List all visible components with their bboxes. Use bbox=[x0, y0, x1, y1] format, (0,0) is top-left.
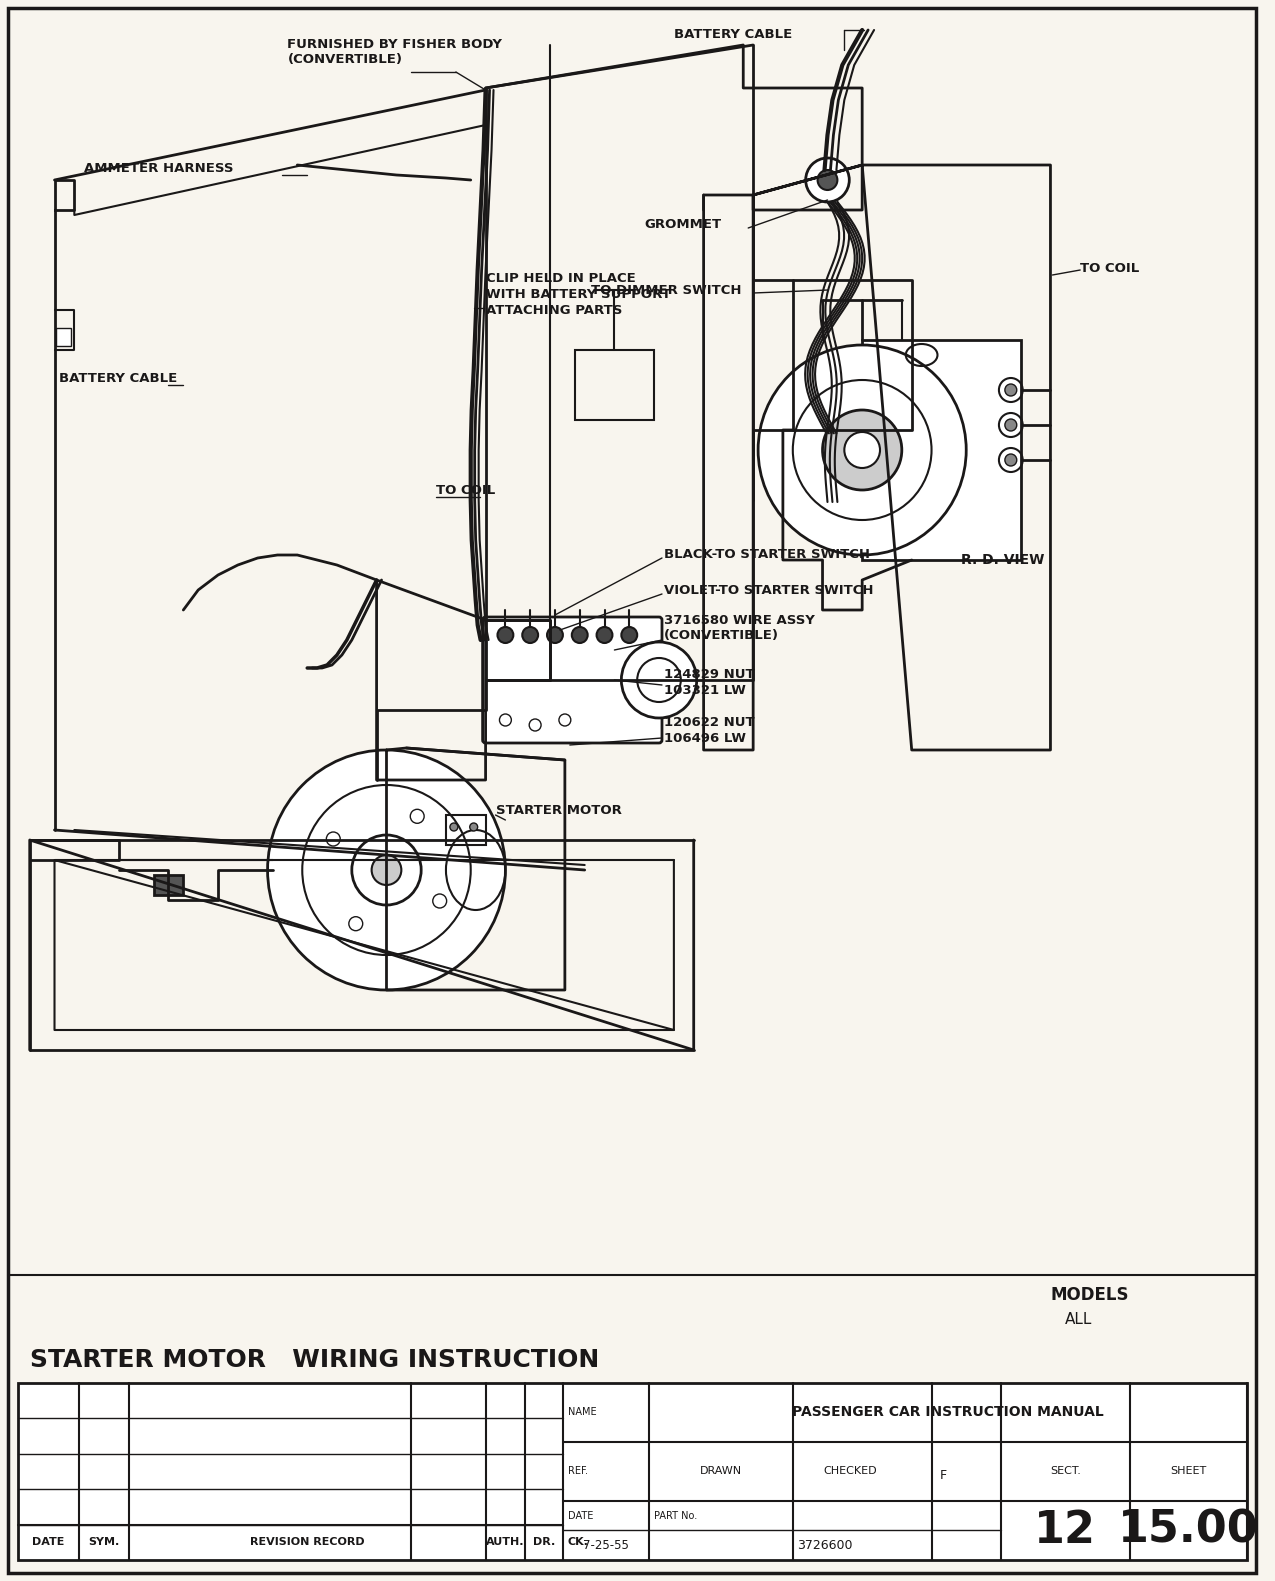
Bar bbox=[56, 327, 71, 346]
Circle shape bbox=[371, 855, 402, 885]
Text: PASSENGER CAR INSTRUCTION MANUAL: PASSENGER CAR INSTRUCTION MANUAL bbox=[792, 1406, 1104, 1420]
Text: SYM.: SYM. bbox=[88, 1537, 120, 1548]
Text: REVISION RECORD: REVISION RECORD bbox=[250, 1537, 365, 1548]
Bar bbox=[446, 814, 486, 844]
Text: DRAWN: DRAWN bbox=[700, 1467, 742, 1477]
Circle shape bbox=[806, 158, 849, 202]
Bar bbox=[153, 874, 184, 895]
Text: R. D. VIEW: R. D. VIEW bbox=[961, 553, 1044, 568]
Text: FURNISHED BY FISHER BODY
(CONVERTIBLE): FURNISHED BY FISHER BODY (CONVERTIBLE) bbox=[287, 38, 502, 66]
Circle shape bbox=[268, 749, 505, 990]
Text: MODELS: MODELS bbox=[1051, 1285, 1128, 1304]
Text: 120622 NUT
106496 LW: 120622 NUT 106496 LW bbox=[664, 716, 755, 745]
Circle shape bbox=[621, 642, 696, 718]
Circle shape bbox=[497, 628, 514, 643]
Text: CLIP HELD IN PLACE
WITH BATTERY SUPPORT
ATTACHING PARTS: CLIP HELD IN PLACE WITH BATTERY SUPPORT … bbox=[486, 272, 671, 318]
Text: NAME: NAME bbox=[567, 1407, 597, 1418]
Text: BATTERY CABLE: BATTERY CABLE bbox=[60, 372, 177, 384]
Text: TO COIL: TO COIL bbox=[1080, 261, 1140, 275]
Text: CHECKED: CHECKED bbox=[824, 1467, 877, 1477]
Text: STARTER MOTOR   WIRING INSTRUCTION: STARTER MOTOR WIRING INSTRUCTION bbox=[29, 1349, 599, 1372]
Circle shape bbox=[844, 432, 880, 468]
Text: TO COIL: TO COIL bbox=[436, 484, 495, 496]
Text: 3726600: 3726600 bbox=[797, 1538, 853, 1551]
Circle shape bbox=[759, 345, 966, 555]
Text: TO DIMMER SWITCH: TO DIMMER SWITCH bbox=[590, 283, 741, 297]
Circle shape bbox=[1005, 419, 1016, 432]
Circle shape bbox=[571, 628, 588, 643]
Text: BLACK-TO STARTER SWITCH: BLACK-TO STARTER SWITCH bbox=[664, 549, 870, 561]
Text: BATTERY CABLE: BATTERY CABLE bbox=[674, 28, 792, 41]
Circle shape bbox=[1005, 454, 1016, 466]
Text: 12: 12 bbox=[1034, 1508, 1096, 1553]
Text: F: F bbox=[940, 1469, 946, 1481]
Circle shape bbox=[469, 824, 478, 832]
Bar bbox=[575, 349, 654, 421]
Text: DATE: DATE bbox=[567, 1511, 593, 1521]
Circle shape bbox=[523, 628, 538, 643]
Text: GROMMET: GROMMET bbox=[644, 218, 722, 231]
Circle shape bbox=[450, 824, 458, 832]
Text: ALL: ALL bbox=[1066, 1312, 1093, 1328]
Circle shape bbox=[352, 835, 421, 904]
Circle shape bbox=[1005, 384, 1016, 395]
Circle shape bbox=[621, 628, 638, 643]
Text: 15.00: 15.00 bbox=[1118, 1508, 1258, 1553]
Text: 124829 NUT
103321 LW: 124829 NUT 103321 LW bbox=[664, 667, 755, 697]
Circle shape bbox=[597, 628, 612, 643]
Text: VIOLET-TO STARTER SWITCH: VIOLET-TO STARTER SWITCH bbox=[664, 583, 873, 596]
FancyBboxPatch shape bbox=[483, 617, 662, 743]
Text: 7-25-55: 7-25-55 bbox=[583, 1538, 629, 1551]
Text: REF.: REF. bbox=[567, 1467, 588, 1477]
Text: 3716580 WIRE ASSY
(CONVERTIBLE): 3716580 WIRE ASSY (CONVERTIBLE) bbox=[664, 613, 815, 642]
Text: CK.: CK. bbox=[567, 1537, 588, 1548]
Bar bbox=[862, 340, 1021, 560]
Text: AMMETER HARNESS: AMMETER HARNESS bbox=[84, 161, 233, 174]
Circle shape bbox=[547, 628, 562, 643]
Text: SHEET: SHEET bbox=[1170, 1467, 1206, 1477]
Bar bbox=[18, 1383, 1247, 1560]
Text: AUTH.: AUTH. bbox=[486, 1537, 524, 1548]
Text: PART No.: PART No. bbox=[654, 1511, 697, 1521]
Circle shape bbox=[817, 171, 838, 190]
Text: DR.: DR. bbox=[533, 1537, 555, 1548]
Text: DATE: DATE bbox=[32, 1537, 65, 1548]
Circle shape bbox=[822, 409, 901, 490]
Text: SECT.: SECT. bbox=[1049, 1467, 1081, 1477]
Text: STARTER MOTOR: STARTER MOTOR bbox=[496, 803, 621, 816]
